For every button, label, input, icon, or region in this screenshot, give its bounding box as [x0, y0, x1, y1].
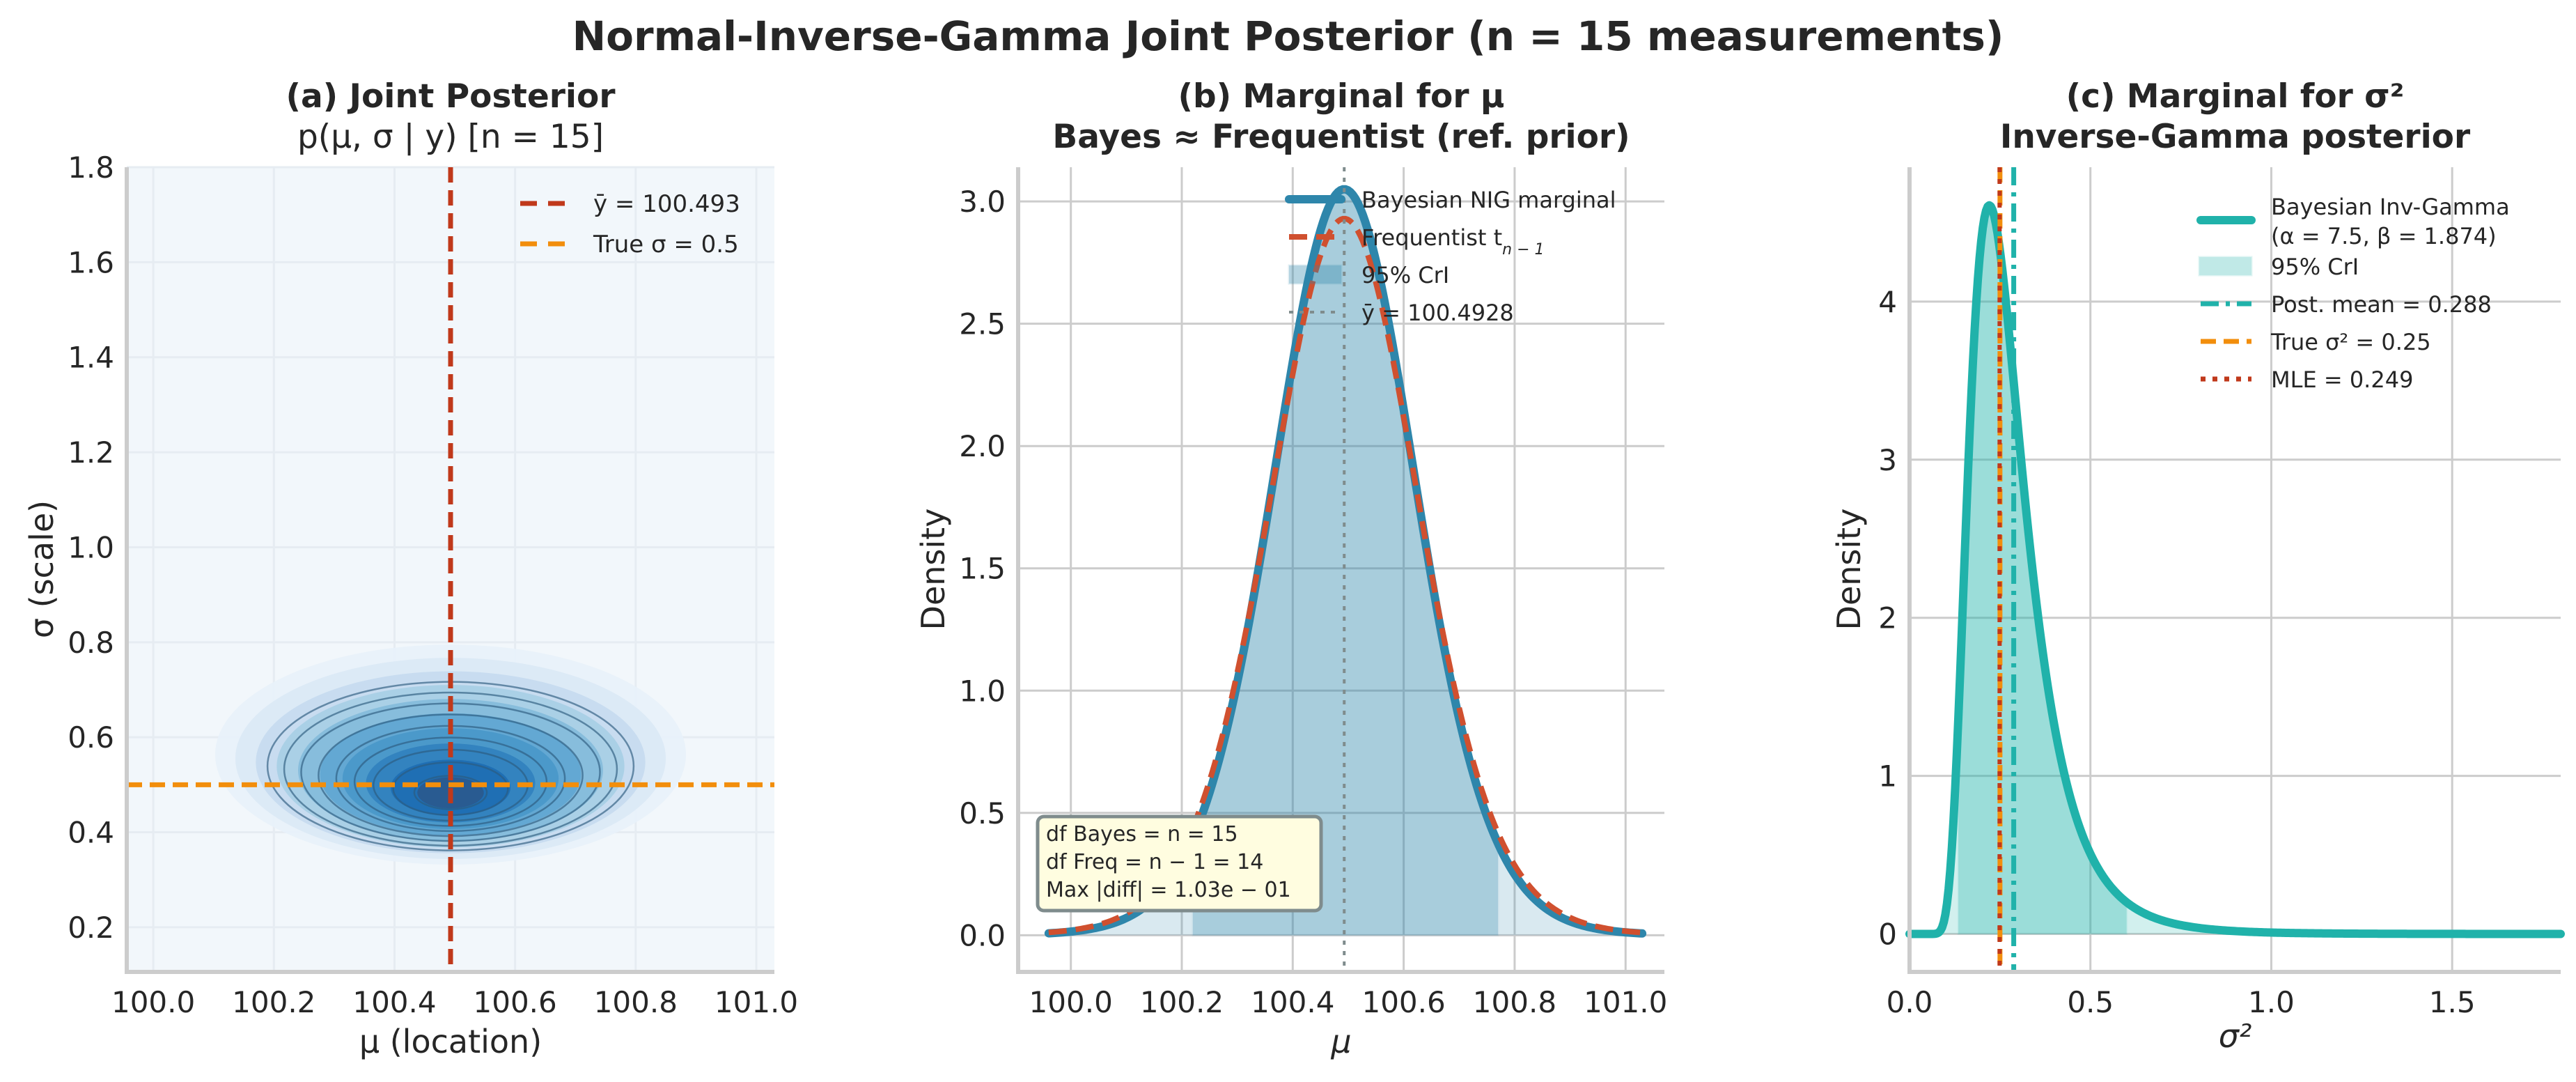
- panel-a-y-tick-label: 1.0: [68, 530, 114, 564]
- panel-c-y-tick-label: 1: [1878, 759, 1897, 794]
- panel-b-y-tick-label: 0.0: [959, 918, 1006, 952]
- panel-b-title-line2: Bayes ≈ Frequentist (ref. prior): [1052, 118, 1630, 156]
- panel-c-y-tick-label: 0: [1878, 918, 1897, 952]
- panel-b-title: (b) Marginal for μ Bayes ≈ Frequentist (…: [1018, 77, 1664, 157]
- legend-label: Post. mean = 0.288: [2271, 291, 2492, 318]
- panel-a-y-tick-label: 1.2: [68, 435, 114, 470]
- panel-a-y-tick-label: 1.8: [68, 150, 114, 185]
- panel-c-x-tick-label: 1.0: [2248, 985, 2295, 1019]
- panel-c-x-tick-label: 0.5: [2067, 985, 2114, 1019]
- panel-c-y-tick-label: 2: [1878, 601, 1897, 635]
- panel-b-x-tick-label: 100.0: [1029, 985, 1113, 1019]
- panel-a-x-tick-label: 100.0: [111, 985, 195, 1019]
- legend-label: 95% CrI: [2271, 254, 2359, 280]
- legend-label: True σ = 0.5: [593, 231, 739, 258]
- panel-c-title-line2: Inverse-Gamma posterior: [1999, 118, 2471, 156]
- panel-b-x-tick-label: 100.8: [1473, 985, 1556, 1019]
- panel-a-y-tick-label: 0.8: [68, 626, 114, 660]
- panel-b-y-tick-label: 1.0: [959, 674, 1006, 708]
- panel-c-title-line1: (c) Marginal for σ²: [2066, 77, 2405, 116]
- annotation-line: Max |diff| = 1.03e − 01: [1046, 878, 1291, 902]
- panel-b-xlabel: μ: [1331, 1023, 1352, 1060]
- panel-b-annotation: df Bayes = n = 15 df Freq = n − 1 = 14 Max…: [1036, 814, 1323, 913]
- legend-label: True σ² = 0.25: [2270, 329, 2431, 355]
- panel-b-y-tick-label: 2.0: [959, 429, 1006, 463]
- legend-label-params: (α = 7.5, β = 1.874): [2271, 223, 2497, 249]
- panel-b-y-tick-label: 0.5: [959, 796, 1006, 830]
- panel-b-y-tick-label: 1.5: [959, 552, 1006, 586]
- legend-label: Bayesian Inv-Gamma: [2271, 194, 2510, 220]
- panel-a-x-tick-label: 100.4: [352, 985, 436, 1019]
- panel-b-y-tick-label: 3.0: [959, 185, 1006, 219]
- frequentist-t-curve: [1048, 215, 1643, 936]
- panel-a-legend: ȳ = 100.493 True σ = 0.5: [520, 190, 740, 258]
- panel-b-title-line1: (b) Marginal for μ: [1178, 77, 1505, 116]
- inv-gamma-curve: [1905, 201, 2565, 938]
- legend-label: ȳ = 100.4928: [1361, 300, 1514, 326]
- panel-a-x-tick-label: 100.6: [474, 985, 557, 1019]
- panel-a-y-tick-label: 1.6: [68, 245, 114, 279]
- panel-a-x-tick-label: 100.2: [232, 985, 315, 1019]
- panel-a-y-tick-label: 1.4: [68, 341, 114, 375]
- panel-c-y-tick-label: 3: [1878, 443, 1897, 477]
- panel-c-title: (c) Marginal for σ² Inverse-Gamma poster…: [1910, 77, 2561, 157]
- panel-b-x-tick-label: 100.6: [1361, 985, 1445, 1019]
- legend-label: MLE = 0.249: [2271, 366, 2413, 393]
- legend-label: 95% CrI: [1361, 262, 1449, 288]
- panel-a-title-line1: (a) Joint Posterior: [286, 77, 616, 116]
- annotation-box: [1036, 814, 1323, 913]
- legend-swatch: [1288, 264, 1343, 285]
- annotation-line: df Bayes = n = 15: [1046, 822, 1238, 847]
- panel-c-xlabel: σ²: [2218, 1017, 2252, 1055]
- legend-swatch: [2198, 256, 2253, 277]
- panel-b-x-tick-label: 100.2: [1140, 985, 1224, 1019]
- panel-a-x-tick-label: 101.0: [715, 985, 798, 1019]
- panel-b-x-tick-label: 101.0: [1584, 985, 1667, 1019]
- panel-a-y-tick-label: 0.6: [68, 720, 114, 755]
- panel-c-x-tick-label: 0.0: [1887, 985, 1933, 1019]
- legend-label: Bayesian NIG marginal: [1361, 187, 1616, 213]
- panel-c-x-tick-label: 1.5: [2429, 985, 2476, 1019]
- density-fill: [1048, 189, 1643, 936]
- panel-b-y-tick-label: 2.5: [959, 307, 1006, 341]
- panel-a-title: (a) Joint Posterior p(μ, σ | y) [n = 15]: [127, 77, 774, 157]
- panel-b-x-tick-label: 100.4: [1251, 985, 1334, 1019]
- density-fill: [1910, 205, 2561, 934]
- panel-a-title-line2: p(μ, σ | y) [n = 15]: [297, 118, 604, 156]
- figure-title: Normal-Inverse-Gamma Joint Posterior (n …: [572, 13, 2004, 60]
- panel-a-x-tick-label: 100.8: [594, 985, 678, 1019]
- panel-a-y-tick-label: 0.4: [68, 816, 114, 850]
- cri-fill: [1957, 204, 2128, 936]
- annotation-line: df Freq = n − 1 = 14: [1046, 850, 1263, 874]
- panel-a-xlabel: μ (location): [359, 1023, 542, 1060]
- legend-label: ȳ = 100.493: [593, 190, 740, 218]
- panel-c-legend: Bayesian Inv-Gamma (α = 7.5, β = 1.874) 95…: [2196, 194, 2510, 393]
- panel-c-y-tick-label: 4: [1878, 285, 1897, 319]
- panel-a-y-tick-label: 0.2: [68, 911, 114, 945]
